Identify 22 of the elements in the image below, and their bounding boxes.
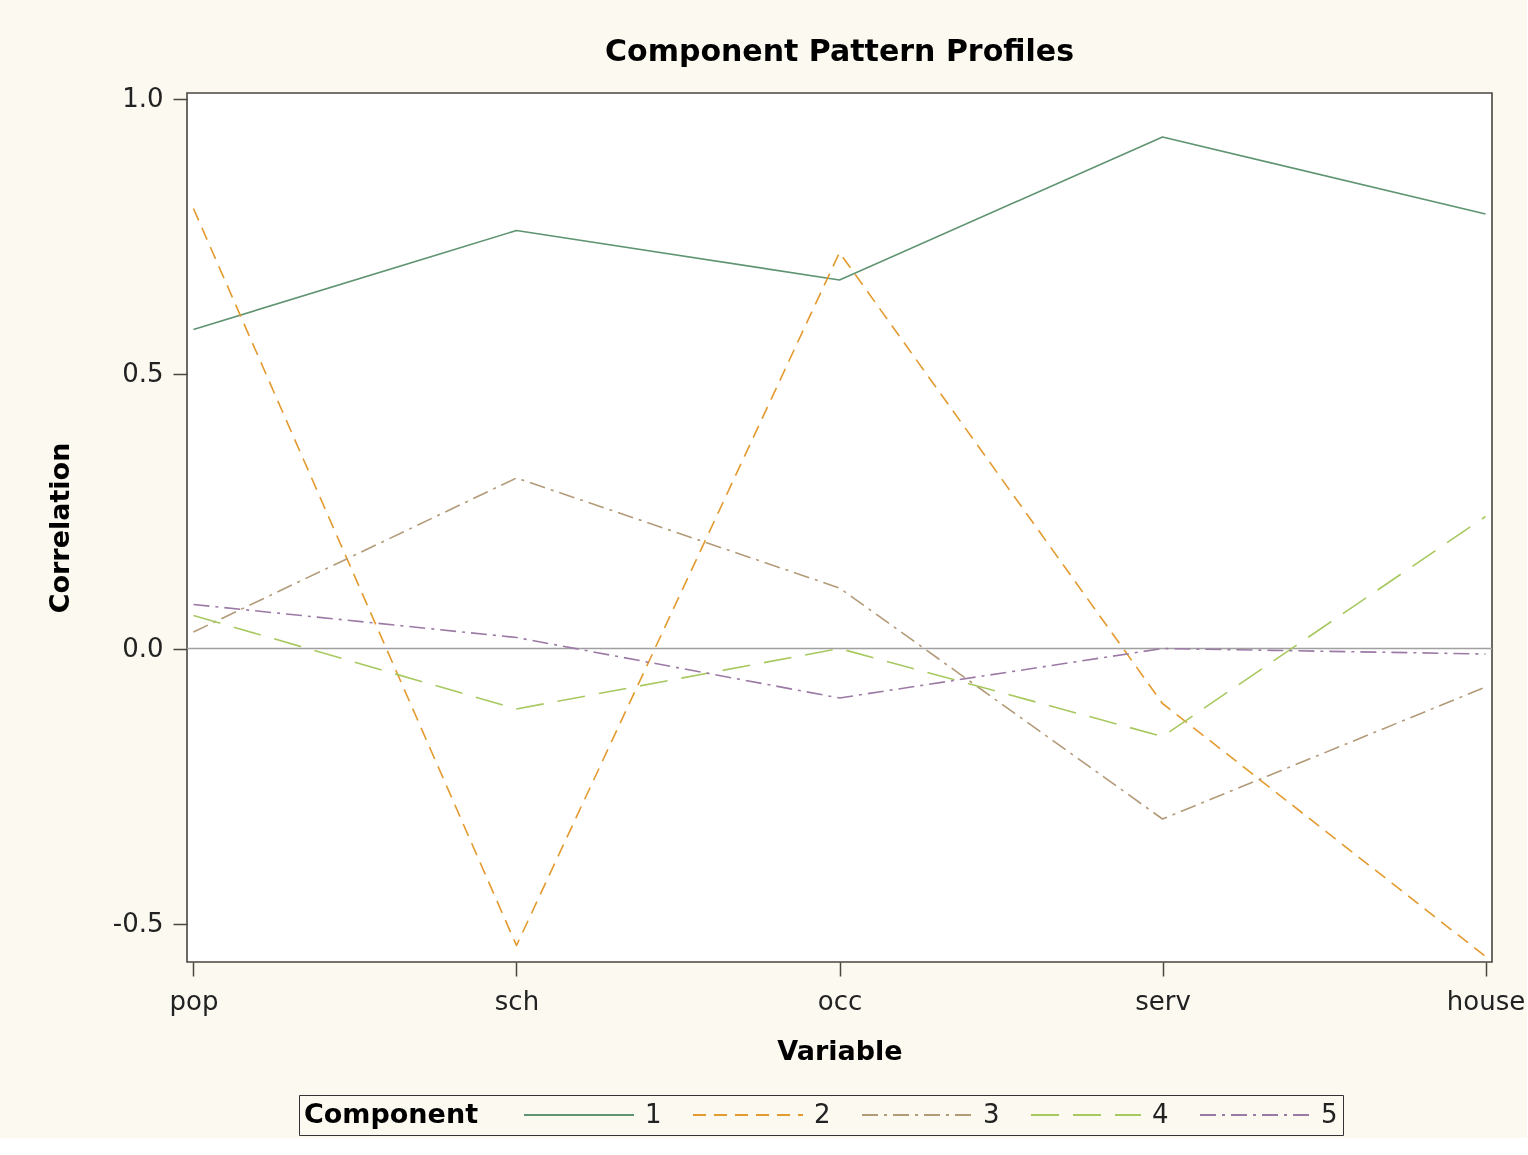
y-tick-label: 0.0 [122,633,164,663]
y-tick-label: -0.5 [112,908,164,938]
y-tick-label: 0.5 [122,358,164,388]
x-tick-label: serv [1135,985,1191,1016]
line-series [192,136,1487,331]
legend-label: 4 [1152,1099,1169,1129]
line-series [192,603,1487,699]
chart-title: Component Pattern Profiles [605,32,1074,68]
legend-label: 1 [645,1099,662,1129]
x-tick-label: occ [817,985,863,1016]
legend-title: Component [304,1098,479,1129]
x-tick-label: pop [169,985,219,1016]
y-tick-label: 1.0 [122,83,164,113]
x-axis-title: Variable [777,1034,903,1066]
y-axis-title: Correlation [43,442,75,614]
legend-label: 5 [1321,1099,1338,1129]
line-series [192,207,1487,958]
legend-label: 3 [983,1099,1000,1129]
legend-label: 2 [814,1099,831,1129]
x-tick-label: house [1446,985,1526,1016]
x-tick-label: sch [494,985,540,1016]
line-series [192,515,1487,738]
